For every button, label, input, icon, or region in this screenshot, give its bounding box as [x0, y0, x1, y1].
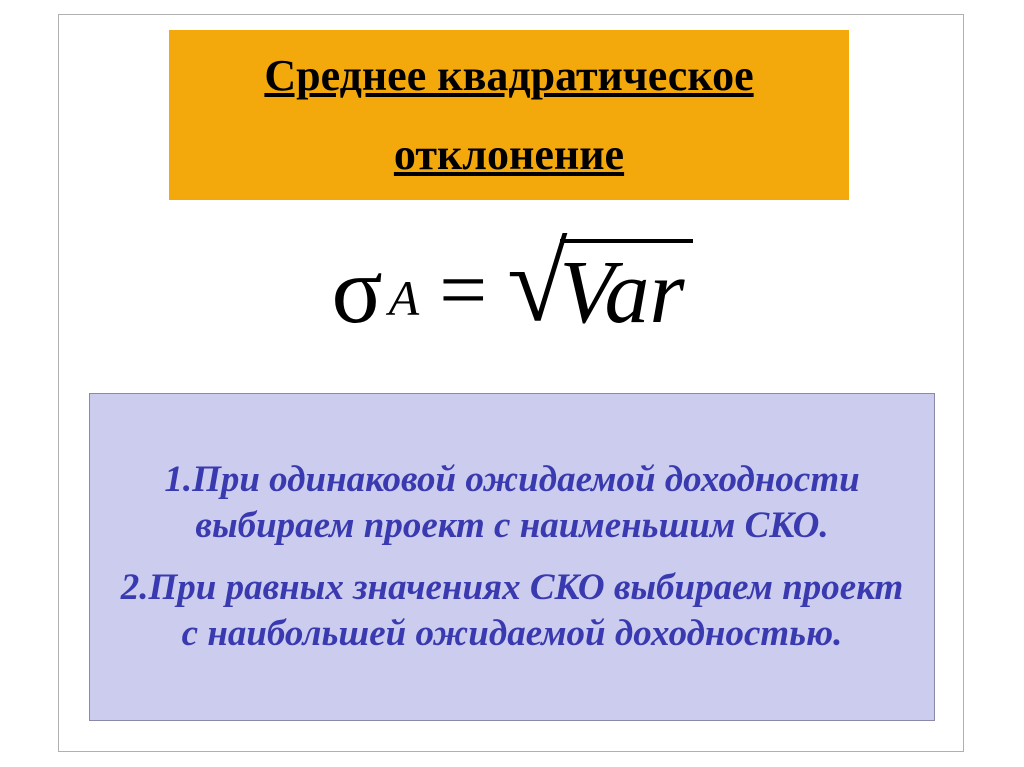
sigma-subscript: A	[389, 269, 420, 327]
formula: σ A = √ Var	[331, 239, 692, 342]
rule-2: 2.При равных значениях СКО выбираем прое…	[120, 565, 904, 658]
sqrt-radicand: Var	[560, 239, 693, 342]
title-box: Среднее квадратическое отклонение	[169, 30, 849, 200]
rule-1: 1.При одинаковой ожидаемой доходности вы…	[120, 457, 904, 550]
formula-region: σ A = √ Var	[59, 215, 965, 365]
sigma-symbol: σ	[331, 243, 382, 338]
sqrt-symbol: √	[507, 234, 567, 333]
equals-sign: =	[439, 241, 487, 339]
title-line-2: отклонение	[394, 115, 624, 194]
slide-frame: Среднее квадратическое отклонение σ A = …	[58, 14, 964, 752]
sqrt: √ Var	[507, 239, 692, 342]
title-line-1: Среднее квадратическое	[264, 36, 753, 115]
rules-box: 1.При одинаковой ожидаемой доходности вы…	[89, 393, 935, 721]
